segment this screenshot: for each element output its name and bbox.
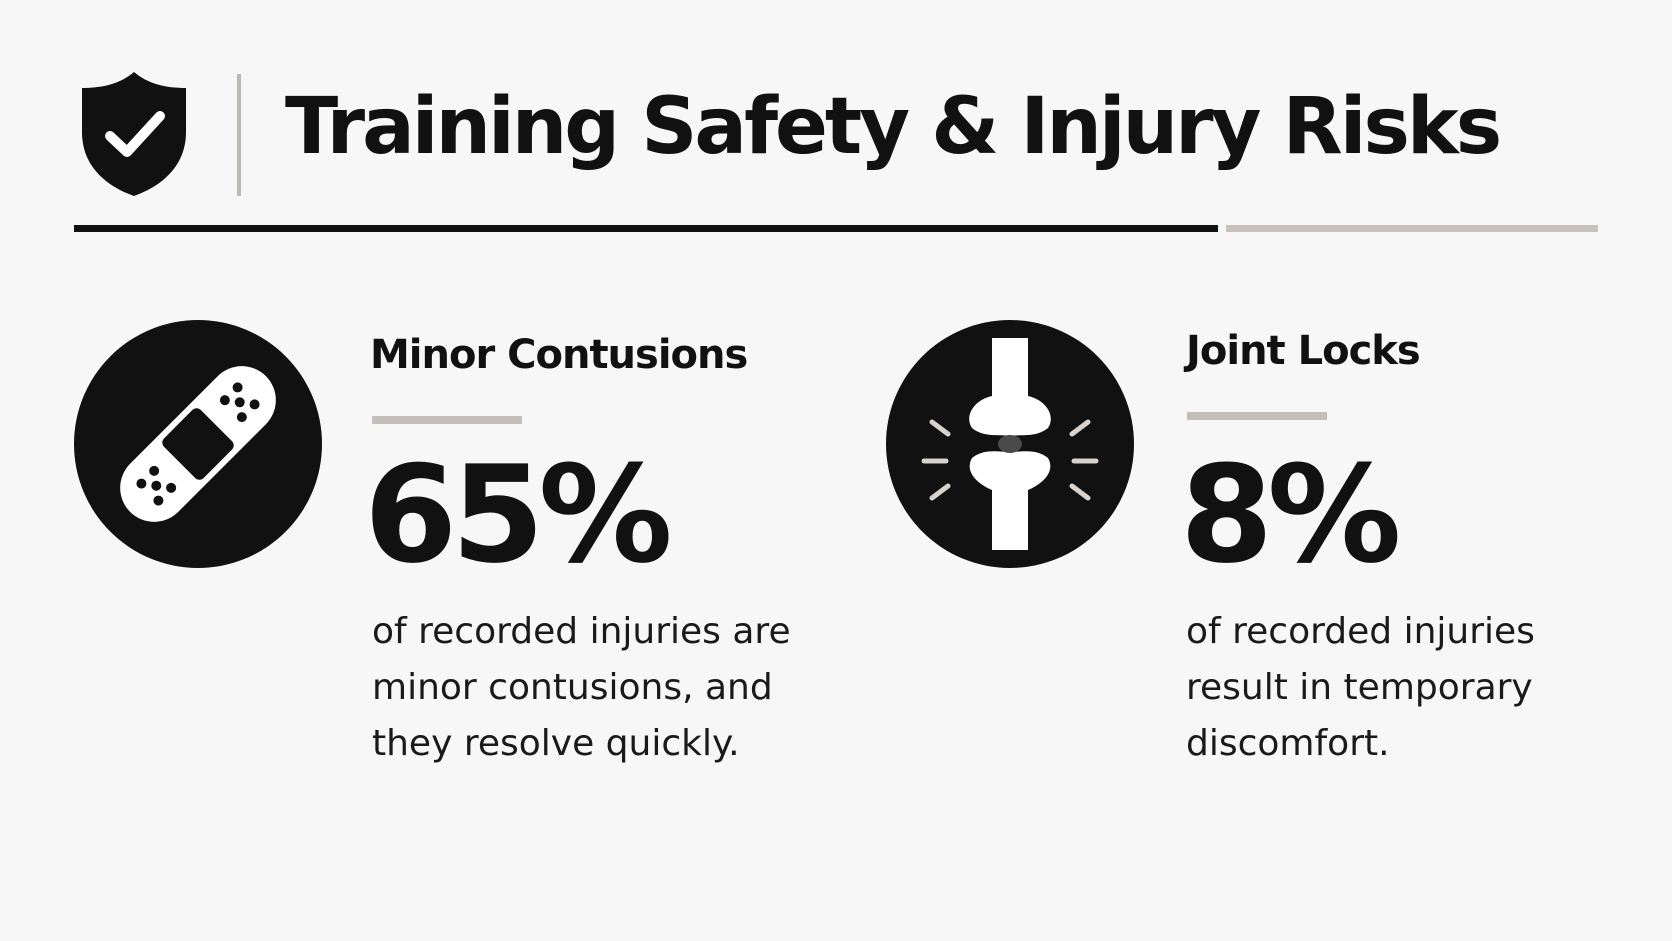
stat-description: of recorded injuries result in temporary… bbox=[1186, 611, 1535, 764]
header-divider bbox=[237, 74, 241, 196]
header-rule-light bbox=[1226, 225, 1598, 232]
stat-title: Joint Locks bbox=[1186, 328, 1421, 374]
stat-value: 65% bbox=[364, 437, 673, 593]
bandage-icon bbox=[74, 320, 322, 568]
stat-value: 8% bbox=[1180, 437, 1401, 593]
shield-check-icon bbox=[82, 72, 186, 196]
page-title: Training Safety & Injury Risks bbox=[285, 82, 1502, 172]
knee-joint-icon bbox=[886, 320, 1134, 568]
stat-accent-bar bbox=[1187, 412, 1327, 420]
stat-title: Minor Contusions bbox=[370, 332, 748, 378]
stat-description: of recorded injuries are minor contusion… bbox=[372, 611, 791, 764]
header-rule-dark bbox=[74, 225, 1218, 232]
stat-accent-bar bbox=[372, 416, 522, 424]
